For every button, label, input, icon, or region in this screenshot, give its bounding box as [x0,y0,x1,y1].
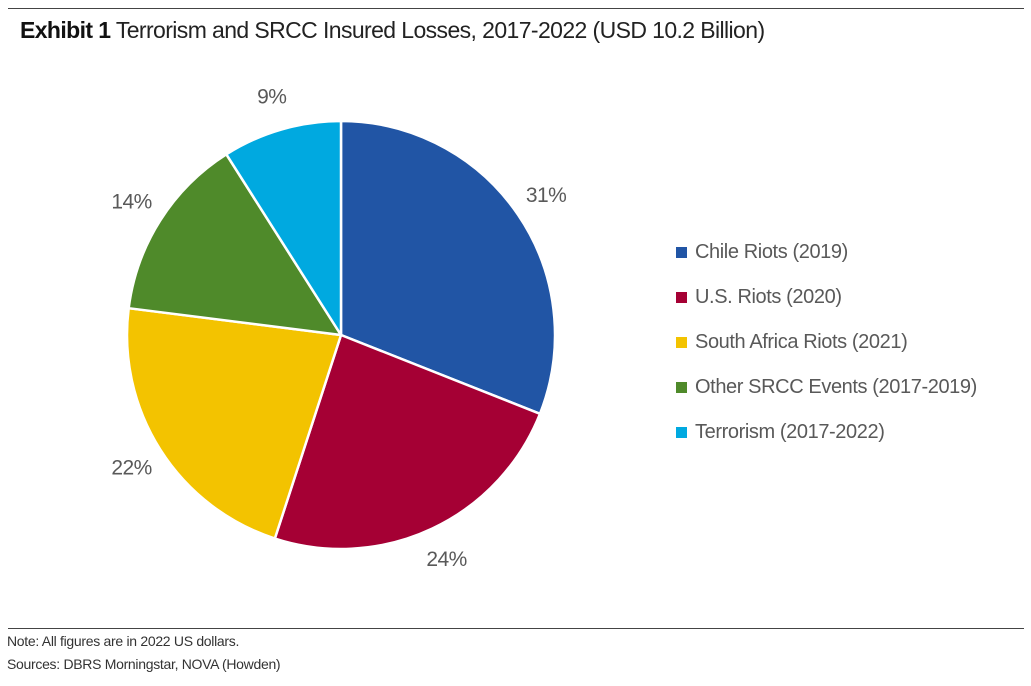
data-label-chile-riots-2019: 31% [526,184,567,207]
footnote-sources: Sources: DBRS Morningstar, NOVA (Howden) [7,656,281,672]
legend-item-u-s-riots-2020: U.S. Riots (2020) [676,275,977,320]
top-divider [8,8,1024,9]
legend-swatch [676,337,687,348]
legend-item-south-africa-riots-2021: South Africa Riots (2021) [676,320,977,365]
footnote-note: Note: All figures are in 2022 US dollars… [7,633,240,649]
data-label-terrorism-2017-2022: 9% [257,85,286,108]
legend: Chile Riots (2019) U.S. Riots (2020) South… [676,230,977,455]
legend-swatch [676,382,687,393]
data-label-u-s-riots-2020: 24% [426,548,467,571]
legend-label: Terrorism (2017-2022) [695,421,885,443]
pie-slice-south-africa-riots-2021 [125,306,343,540]
legend-item-other-srcc-events-2017-2019: Other SRCC Events (2017-2019) [676,365,977,410]
bottom-divider [8,628,1024,629]
data-label-other-srcc-events-2017-2019: 14% [111,191,152,214]
chart-title: Exhibit 1 Terrorism and SRCC Insured Los… [20,17,765,44]
legend-label: Chile Riots (2019) [695,241,848,263]
legend-label: South Africa Riots (2021) [695,331,908,353]
legend-swatch [676,247,687,258]
chart-title-text: Terrorism and SRCC Insured Losses, 2017-… [115,17,765,43]
legend-item-chile-riots-2019: Chile Riots (2019) [676,230,977,275]
exhibit-number: Exhibit 1 [20,17,111,43]
legend-item-terrorism-2017-2022: Terrorism (2017-2022) [676,410,977,455]
legend-swatch [676,427,687,438]
pie-slice-u-s-riots-2020 [273,333,542,551]
data-label-south-africa-riots-2021: 22% [111,456,152,479]
pie-slice-other-srcc-events-2017-2019 [127,153,343,337]
pie-labels: 31% 24% 22% 14% 9% [111,85,567,571]
pie-slices [125,119,557,551]
legend-label: Other SRCC Events (2017-2019) [695,376,977,398]
legend-label: U.S. Riots (2020) [695,286,842,308]
pie-slice-chile-riots-2019 [339,119,557,416]
legend-swatch [676,292,687,303]
pie-slice-terrorism-2017-2022 [225,119,343,337]
